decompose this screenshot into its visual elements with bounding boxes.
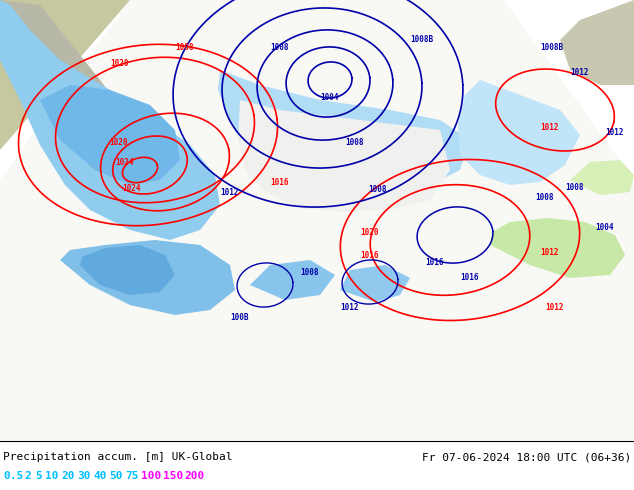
Text: 1024: 1024 <box>115 158 134 167</box>
Text: 100: 100 <box>141 471 162 481</box>
Text: 1020: 1020 <box>110 59 129 68</box>
Text: 1008B: 1008B <box>540 43 563 52</box>
Text: 1008: 1008 <box>175 43 193 52</box>
Text: 1008: 1008 <box>270 43 288 52</box>
Text: 1020: 1020 <box>109 138 127 147</box>
Text: 200: 200 <box>184 471 205 481</box>
Text: 1012: 1012 <box>540 123 559 132</box>
Polygon shape <box>40 85 180 185</box>
Text: 1012: 1012 <box>570 68 588 77</box>
Text: 150: 150 <box>163 471 183 481</box>
Polygon shape <box>458 80 580 185</box>
Polygon shape <box>560 0 634 85</box>
Polygon shape <box>0 0 634 440</box>
Text: 5: 5 <box>35 471 42 481</box>
Text: Precipitation accum. [m] UK-Global: Precipitation accum. [m] UK-Global <box>3 452 233 462</box>
Text: 1024: 1024 <box>122 184 141 193</box>
Text: 1008: 1008 <box>535 193 553 202</box>
Text: 1016: 1016 <box>360 251 378 260</box>
Polygon shape <box>218 70 470 195</box>
Text: 1016: 1016 <box>270 178 288 187</box>
Text: 1008: 1008 <box>368 185 387 194</box>
Text: 1012: 1012 <box>340 303 358 312</box>
Text: 1016: 1016 <box>460 273 479 282</box>
Polygon shape <box>250 260 335 300</box>
Polygon shape <box>238 100 450 212</box>
Polygon shape <box>0 0 220 240</box>
Polygon shape <box>0 0 130 150</box>
Text: 75: 75 <box>126 471 139 481</box>
Text: 20: 20 <box>61 471 75 481</box>
Text: 1008: 1008 <box>345 138 363 147</box>
Text: 1004: 1004 <box>320 93 339 102</box>
Text: 50: 50 <box>110 471 123 481</box>
Text: 2: 2 <box>25 471 31 481</box>
Text: 1012: 1012 <box>605 128 623 137</box>
Text: 1012: 1012 <box>540 248 559 257</box>
Text: 1016: 1016 <box>425 258 444 267</box>
Text: 1008: 1008 <box>565 183 583 192</box>
Text: 1008: 1008 <box>300 268 318 277</box>
Text: 40: 40 <box>93 471 107 481</box>
Polygon shape <box>60 240 235 315</box>
Text: 1008B: 1008B <box>410 35 433 44</box>
Text: Fr 07-06-2024 18:00 UTC (06+36): Fr 07-06-2024 18:00 UTC (06+36) <box>422 452 631 462</box>
Text: 30: 30 <box>77 471 91 481</box>
Polygon shape <box>490 218 625 278</box>
Text: 0.5: 0.5 <box>3 471 23 481</box>
Polygon shape <box>570 160 634 195</box>
Polygon shape <box>80 245 175 295</box>
Text: 1012: 1012 <box>545 303 564 312</box>
Text: 1012: 1012 <box>220 188 238 197</box>
Text: 100B: 100B <box>230 313 249 322</box>
Text: 10: 10 <box>46 471 59 481</box>
Text: 1020: 1020 <box>360 228 378 237</box>
Polygon shape <box>0 0 120 140</box>
Polygon shape <box>340 265 410 302</box>
Text: 1004: 1004 <box>595 223 614 232</box>
